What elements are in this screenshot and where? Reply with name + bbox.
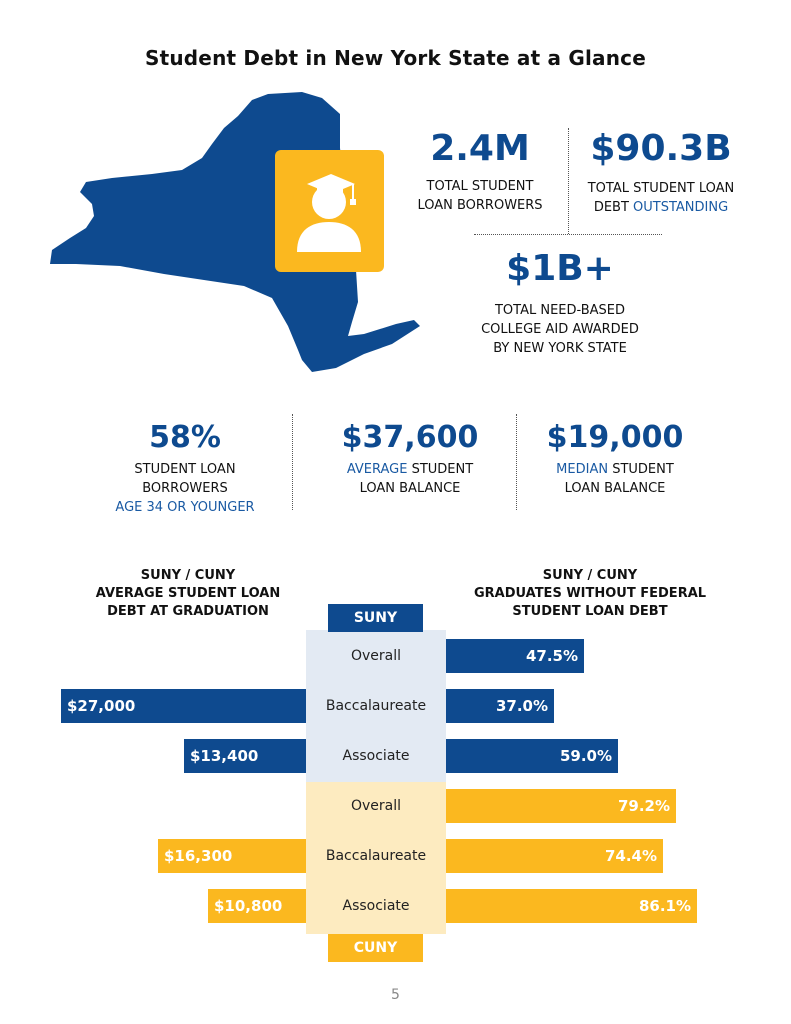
debt-value: $90.3B bbox=[590, 128, 732, 169]
no-debt-bar: 47.5% bbox=[446, 639, 584, 673]
page-title: Student Debt in New York State at a Glan… bbox=[144, 46, 647, 70]
category-label: Baccalaureate bbox=[325, 698, 427, 714]
no-debt-bar: 86.1% bbox=[446, 889, 697, 923]
chart-right-title: SUNY / CUNY GRADUATES WITHOUT FEDERAL ST… bbox=[473, 568, 707, 619]
no-debt-bar: 74.4% bbox=[446, 839, 663, 873]
category-label: Overall bbox=[350, 648, 402, 664]
divider-mid-left bbox=[292, 414, 293, 510]
no-debt-bar: 37.0% bbox=[446, 689, 554, 723]
suny-tag: SUNY bbox=[328, 604, 423, 632]
debt-bar: $16,300 bbox=[158, 839, 306, 873]
debt-bar: $27,000 bbox=[61, 689, 306, 723]
category-label: Associate bbox=[342, 898, 410, 914]
suny-panel bbox=[306, 630, 446, 782]
divider-top-horizontal bbox=[474, 234, 662, 235]
divider-top-vertical bbox=[568, 128, 569, 234]
divider-mid-right bbox=[516, 414, 517, 510]
young-label: STUDENT LOAN BORROWERS AGE 34 OR YOUNGER bbox=[115, 462, 255, 515]
cuny-tag: CUNY bbox=[328, 934, 423, 962]
median-label: MEDIAN STUDENT LOAN BALANCE bbox=[556, 462, 674, 496]
graduate-icon bbox=[275, 150, 384, 272]
chart-left-title: SUNY / CUNY AVERAGE STUDENT LOAN DEBT AT… bbox=[95, 568, 281, 619]
category-label: Baccalaureate bbox=[325, 848, 427, 864]
average-value: $37,600 bbox=[341, 420, 479, 455]
debt-bar: $13,400 bbox=[184, 739, 306, 773]
category-label: Overall bbox=[350, 798, 402, 814]
median-value: $19,000 bbox=[546, 420, 684, 455]
no-debt-bar: 59.0% bbox=[446, 739, 618, 773]
average-label: AVERAGE STUDENT LOAN BALANCE bbox=[346, 462, 474, 496]
aid-label: TOTAL NEED-BASED COLLEGE AID AWARDED BY … bbox=[481, 303, 639, 356]
aid-value: $1B+ bbox=[506, 248, 614, 289]
category-label: Associate bbox=[342, 748, 410, 764]
borrowers-value: 2.4M bbox=[430, 128, 530, 169]
debt-bar: $10,800 bbox=[208, 889, 306, 923]
debt-label: TOTAL STUDENT LOAN DEBT OUTSTANDING bbox=[587, 181, 735, 215]
cuny-panel bbox=[306, 782, 446, 934]
no-debt-bar: 79.2% bbox=[446, 789, 676, 823]
borrowers-label: TOTAL STUDENT LOAN BORROWERS bbox=[417, 179, 543, 213]
young-value: 58% bbox=[149, 420, 221, 455]
page-number: 5 bbox=[391, 987, 400, 1003]
